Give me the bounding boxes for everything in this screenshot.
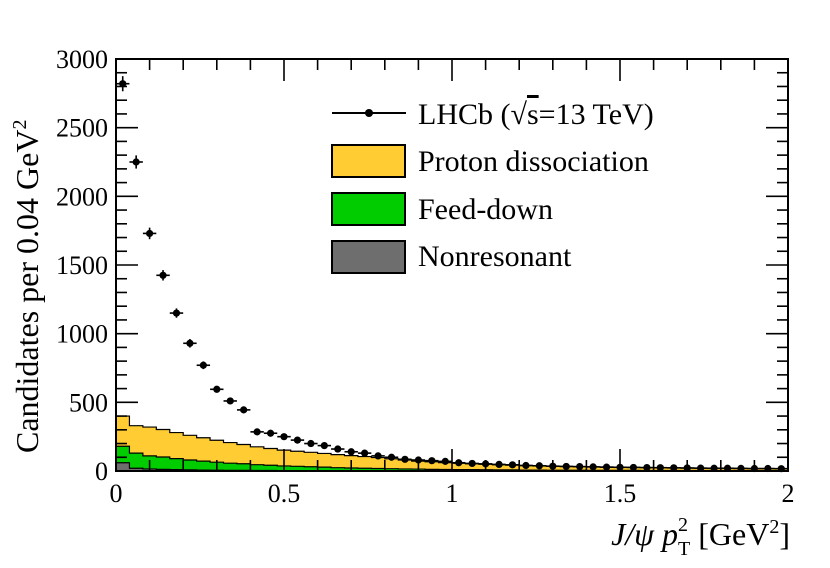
legend-label-data-pre: LHCb ( bbox=[418, 98, 511, 131]
data-point bbox=[213, 386, 220, 393]
y-axis-title-sup: 2 bbox=[9, 120, 31, 130]
legend-label-data-post: =13 TeV) bbox=[539, 98, 654, 131]
data-point bbox=[388, 454, 395, 461]
legend-data-marker bbox=[365, 109, 373, 117]
data-point bbox=[186, 340, 193, 347]
hist-bar-nonresonant bbox=[116, 463, 130, 471]
legend-label-proton-dissociation: Proton dissociation bbox=[418, 145, 649, 178]
data-point bbox=[321, 442, 328, 449]
data-point bbox=[563, 463, 570, 470]
x-axis-title-sup: 2 bbox=[678, 514, 688, 536]
data-point bbox=[146, 230, 153, 237]
data-point bbox=[227, 397, 234, 404]
legend-swatch-feed-down bbox=[332, 193, 405, 225]
data-point bbox=[374, 452, 381, 459]
data-point bbox=[173, 309, 180, 316]
data-point bbox=[348, 448, 355, 455]
x-axis-title-post-sup: 2 bbox=[769, 516, 779, 538]
data-point bbox=[469, 460, 476, 467]
data-point bbox=[267, 430, 274, 437]
data-point bbox=[307, 440, 314, 447]
y-axis-title-main: Candidates per 0.04 GeV bbox=[9, 130, 45, 453]
y-tick-label: 1500 bbox=[56, 251, 108, 280]
data-point bbox=[522, 462, 529, 469]
x-tick-label: 0 bbox=[110, 479, 123, 508]
data-point bbox=[576, 463, 583, 470]
plot-area bbox=[116, 76, 788, 472]
legend-swatch-proton-dissociation bbox=[332, 145, 405, 177]
data-point bbox=[442, 458, 449, 465]
legend-label-nonresonant: Nonresonant bbox=[418, 240, 572, 273]
legend: LHCb (√s=13 TeV) Proton dissociation Fee… bbox=[332, 98, 654, 273]
y-tick-label: 500 bbox=[69, 388, 108, 417]
legend-label-data-sqrt: √ bbox=[511, 98, 528, 131]
data-point bbox=[495, 461, 502, 468]
x-tick-label: 0.5 bbox=[268, 479, 301, 508]
legend-label-data: LHCb (√s=13 TeV) bbox=[418, 98, 654, 131]
data-point bbox=[159, 272, 166, 279]
y-tick-label: 0 bbox=[95, 457, 108, 486]
x-axis-title-pre: J/ψ p bbox=[611, 516, 678, 552]
data-point bbox=[254, 428, 261, 435]
x-axis-title-sub: T bbox=[678, 538, 690, 560]
data-point bbox=[455, 459, 462, 466]
legend-label-feed-down: Feed-down bbox=[418, 193, 553, 226]
data-point bbox=[590, 463, 597, 470]
y-tick-label: 2000 bbox=[56, 182, 108, 211]
data-point bbox=[509, 461, 516, 468]
data-point bbox=[240, 406, 247, 413]
x-axis-title-end: ] bbox=[779, 516, 790, 552]
data-point bbox=[536, 462, 543, 469]
y-tick-label: 1000 bbox=[56, 320, 108, 349]
data-point bbox=[200, 362, 207, 369]
x-tick-label: 2 bbox=[782, 479, 795, 508]
data-point bbox=[294, 437, 301, 444]
data-point bbox=[133, 158, 140, 165]
x-axis-title-post: [GeV bbox=[690, 516, 769, 552]
data-point bbox=[428, 457, 435, 464]
y-tick-label: 2500 bbox=[56, 114, 108, 143]
data-point bbox=[401, 456, 408, 463]
data-point bbox=[334, 445, 341, 452]
legend-swatch-nonresonant bbox=[332, 241, 405, 273]
y-axis-title: Candidates per 0.04 GeV2 bbox=[9, 120, 45, 453]
x-tick-label: 1 bbox=[446, 479, 459, 508]
data-point bbox=[280, 433, 287, 440]
data-point bbox=[603, 464, 610, 471]
y-tick-label: 3000 bbox=[56, 45, 108, 74]
legend-label-data-s: s bbox=[527, 98, 539, 131]
x-tick-label: 1.5 bbox=[604, 479, 637, 508]
data-point bbox=[630, 464, 637, 471]
data-point bbox=[361, 450, 368, 457]
